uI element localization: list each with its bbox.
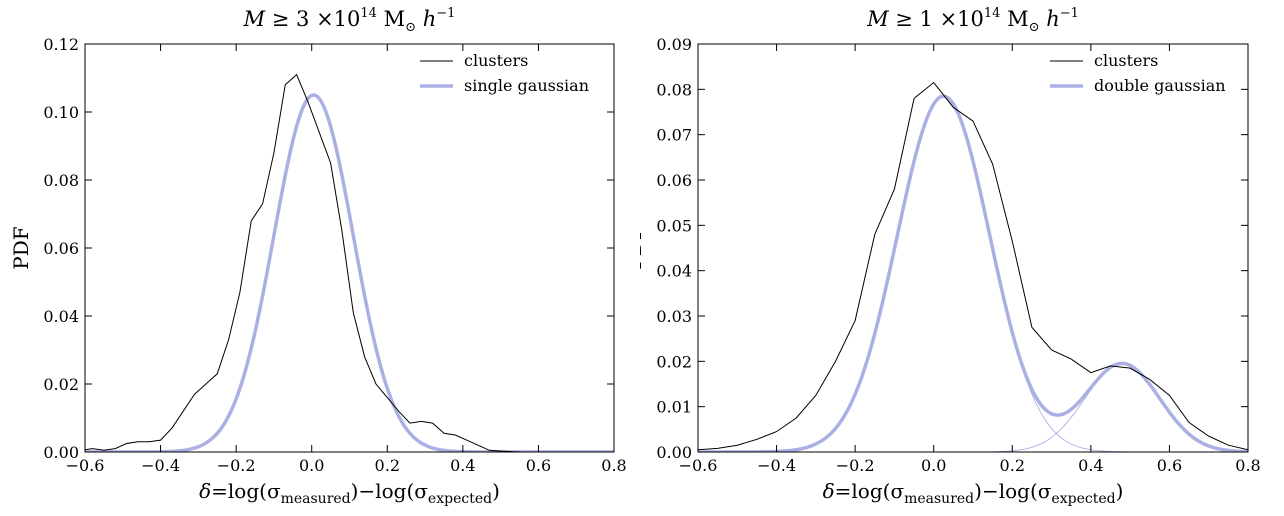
y-axis-title: PDF (9, 226, 33, 269)
x-axis-title-subscript: expected (1051, 491, 1115, 507)
x-tick-label: 0.6 (1157, 456, 1182, 475)
plot-frame (697, 43, 1249, 453)
gaussian-fit-line (85, 93, 614, 452)
legend-label: clusters (1094, 51, 1158, 70)
y-tick-label: 0.08 (43, 171, 79, 190)
x-tick-label: 0.4 (1078, 456, 1103, 475)
y-tick-label: 0.08 (656, 80, 692, 99)
y-tick-label: 0.00 (43, 443, 79, 462)
y-tick-label: 0.12 (43, 35, 79, 54)
x-axis-title: δ=log(σmeasured)−log(σexpected) (199, 479, 500, 507)
legend-label: single gaussian (464, 76, 589, 95)
chart-title-mass: M (866, 7, 889, 31)
y-tick-label: 0.04 (43, 307, 79, 326)
x-tick-label: −0.2 (836, 456, 875, 475)
legend: clusters double gaussian (1050, 51, 1226, 95)
chart-title-superscript: 14 (360, 6, 377, 21)
legend-label: clusters (464, 51, 528, 70)
x-tick-label: 0.6 (526, 456, 551, 475)
clusters-line (698, 81, 1248, 451)
y-tick-label: 0.04 (656, 262, 692, 281)
chart-title-part: h (416, 7, 436, 31)
chart-title-part: 3 (296, 7, 309, 31)
series-group (85, 73, 614, 452)
chart-left: −0.6 −0.4 −0.2 0.0 0.2 0.4 0.6 0.8 0.00 0.02 0.04 0… (9, 6, 627, 507)
x-axis-title-part: =log(σ (211, 479, 281, 503)
x-axis-title-part: )−log(σ (974, 479, 1052, 503)
chart-title-subscript: ⊙ (1029, 20, 1040, 35)
x-axis-title-part: ) (492, 479, 500, 503)
y-tick-label: 0.06 (656, 171, 692, 190)
y-tick-label: 0.03 (656, 307, 692, 326)
x-tick-label: −0.4 (141, 456, 180, 475)
legend-label: double gaussian (1094, 76, 1226, 95)
x-tick-label: −0.6 (66, 456, 105, 475)
chart-title-part: h (1040, 7, 1060, 31)
x-tick-label: 0.2 (1000, 456, 1025, 475)
chart-title: M ≥ 3 ×1014 M⊙ h−1 (243, 6, 456, 35)
chart-title-part: ×10 (309, 7, 360, 31)
clusters-line (85, 73, 614, 452)
series-group (698, 81, 1248, 452)
chart-title-part: ≥ (265, 7, 296, 31)
chart-title-part: M (377, 7, 405, 31)
y-axis-title: PDF (640, 226, 646, 269)
chart-title-subscript: ⊙ (405, 20, 416, 35)
y-tick-label: 0.10 (43, 103, 79, 122)
x-tick-label: 0.4 (450, 456, 475, 475)
chart-panel-right: −0.6 −0.4 −0.2 0.0 0.2 0.4 0.6 0.8 0.00 0.01 0.02 0… (622, 0, 1280, 516)
x-tick-label: −0.4 (757, 456, 796, 475)
chart-panel-left: −0.6 −0.4 −0.2 0.0 0.2 0.4 0.6 0.8 0.00 0.02 0.04 0… (0, 0, 640, 516)
chart-title-part: ≥ (889, 7, 920, 31)
x-axis-title-subscript: expected (428, 491, 492, 507)
x-axis-title-subscript: measured (904, 491, 974, 507)
chart-title-superscript: −1 (1060, 6, 1079, 21)
chart-title-superscript: 14 (984, 6, 1001, 21)
y-tick-label: 0.00 (656, 443, 692, 462)
gaussian-component-1-line (698, 95, 1248, 452)
y-tick-label: 0.09 (656, 35, 692, 54)
legend: clusters single gaussian (420, 51, 589, 95)
chart-right: −0.6 −0.4 −0.2 0.0 0.2 0.4 0.6 0.8 0.00 0.01 0.02 0… (622, 6, 1261, 507)
chart-title-mass: M (243, 7, 266, 31)
chart-title-part: 1 (920, 7, 933, 31)
chart-title-part: ×10 (933, 7, 984, 31)
x-axis-title-delta: δ (823, 479, 835, 503)
double-gaussian-fit-line (698, 94, 1248, 452)
x-axis-title-part: ) (1116, 479, 1124, 503)
chart-title-part: M (1000, 7, 1028, 31)
x-tick-label: −0.6 (679, 456, 718, 475)
x-tick-label: 0.0 (921, 456, 946, 475)
x-axis-title-part: =log(σ (835, 479, 905, 503)
y-tick-label: 0.02 (43, 375, 79, 394)
y-tick-label: 0.02 (656, 352, 692, 371)
x-tick-label: 0.8 (601, 456, 626, 475)
x-tick-label: 0.0 (299, 456, 324, 475)
y-tick-label: 0.07 (656, 126, 692, 145)
chart-title-superscript: −1 (436, 6, 455, 21)
x-tick-label: 0.8 (1235, 456, 1260, 475)
x-tick-label: −0.2 (217, 456, 256, 475)
x-axis-title-part: )−log(σ (351, 479, 429, 503)
x-axis-title: δ=log(σmeasured)−log(σexpected) (823, 479, 1124, 507)
x-axis-title-delta: δ (199, 479, 211, 503)
x-tick-label: 0.2 (375, 456, 400, 475)
y-tick-label: 0.01 (656, 398, 692, 417)
chart-title: M ≥ 1 ×1014 M⊙ h−1 (866, 6, 1079, 35)
y-tick-label: 0.05 (656, 216, 692, 235)
plot-frame (84, 43, 615, 453)
y-tick-label: 0.06 (43, 239, 79, 258)
x-axis-title-subscript: measured (281, 491, 351, 507)
